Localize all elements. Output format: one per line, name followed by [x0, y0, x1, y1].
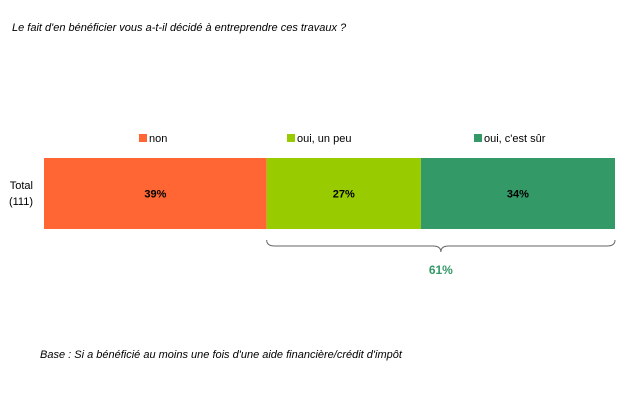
bar-segment-1 — [266, 158, 421, 229]
data-label-1: 27% — [333, 189, 355, 201]
footnote: Base : Si a bénéficié au moins une fois … — [40, 349, 402, 361]
data-label-2: 34% — [507, 189, 529, 201]
annotation-label: 61% — [429, 263, 453, 277]
bar-segment-2 — [420, 158, 615, 229]
data-label-0: 39% — [144, 189, 166, 201]
brace — [266, 239, 616, 253]
legend-label-2: oui, c'est sûr — [484, 133, 546, 145]
category-label-1: (111) — [9, 196, 33, 208]
bar-segment-0 — [44, 158, 267, 229]
category-label-0: Total — [10, 180, 33, 192]
legend-swatch-2 — [474, 134, 482, 142]
chart-title: Le fait d'en bénéficier vous a-t-il déci… — [12, 22, 347, 34]
legend-label-1: oui, un peu — [297, 133, 351, 145]
legend-label-0: non — [149, 133, 167, 145]
legend-swatch-0 — [139, 134, 147, 142]
legend-swatch-1 — [287, 134, 295, 142]
